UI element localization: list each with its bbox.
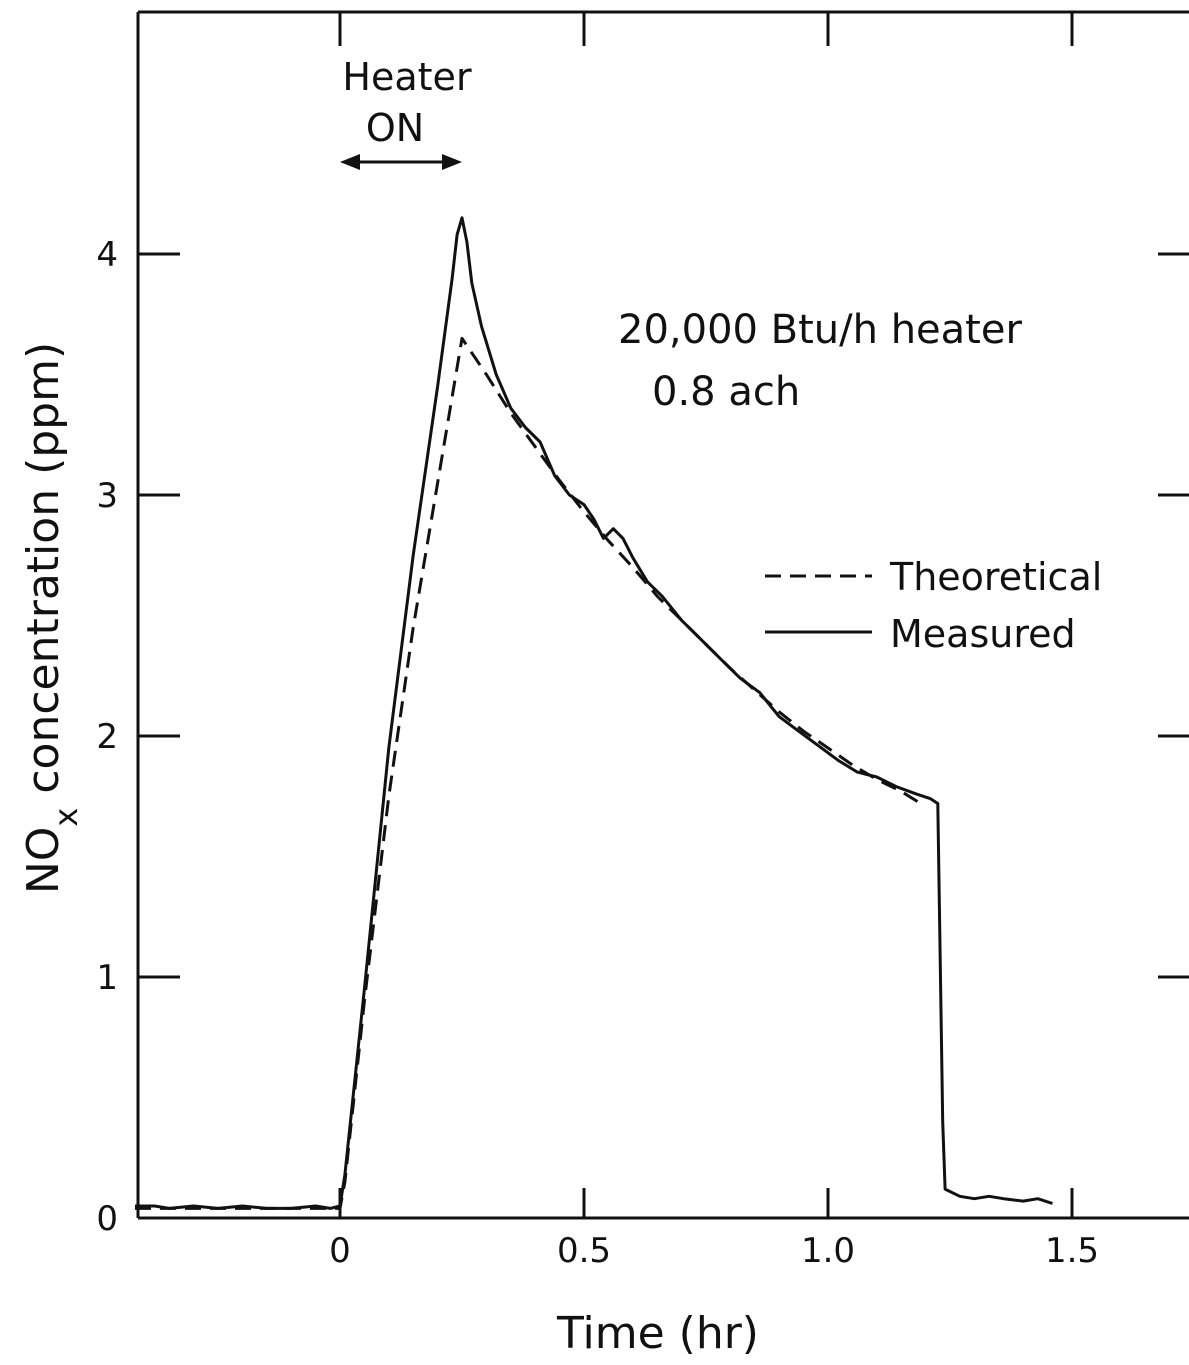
y-axis-title-sub: x (47, 808, 85, 827)
legend-theoretical-label: Theoretical (889, 555, 1102, 599)
heater-on-label: ON (366, 106, 424, 150)
y-axis-title: NOx concentration (ppm) (18, 342, 85, 894)
x-tick-label: 1.0 (801, 1231, 855, 1271)
heater-duration-arrow (340, 154, 462, 170)
series-group (135, 216, 1053, 1210)
info-annotation: 20,000 Btu/h heater 0.8 ach (618, 307, 1022, 415)
y-tick-label: 0 (96, 1199, 118, 1239)
y-tick-label: 2 (96, 717, 118, 757)
x-axis-title: Time (hr) (556, 1308, 759, 1359)
x-tick-label: 0.5 (557, 1231, 611, 1271)
heater-arrow-head-left (340, 154, 360, 170)
legend: Theoretical Measured (765, 555, 1102, 656)
heater-annotation: Heater ON (340, 55, 472, 170)
y-axis-title-rest: concentration (ppm) (18, 342, 69, 808)
x-tick-label: 1.5 (1045, 1231, 1099, 1271)
x-tick-label: 0 (329, 1231, 351, 1271)
y-axis-title-main: NO (18, 827, 69, 895)
x-axis: 0 0.5 1.0 1.5 (329, 12, 1099, 1271)
plot-frame (136, 10, 1189, 1220)
air-change-rate-label: 0.8 ach (652, 369, 800, 415)
heater-arrow-head-right (442, 154, 462, 170)
y-tick-label: 3 (96, 476, 118, 516)
series-line-theoretical (135, 336, 922, 1210)
heater-label: Heater (342, 55, 472, 99)
heater-power-label: 20,000 Btu/h heater (618, 307, 1022, 353)
legend-measured-label: Measured (890, 612, 1076, 656)
y-tick-label: 4 (96, 235, 118, 275)
y-tick-label: 1 (96, 958, 118, 998)
series-line-measured (135, 216, 1053, 1210)
y-axis: 0 1 2 3 4 (96, 235, 1189, 1239)
